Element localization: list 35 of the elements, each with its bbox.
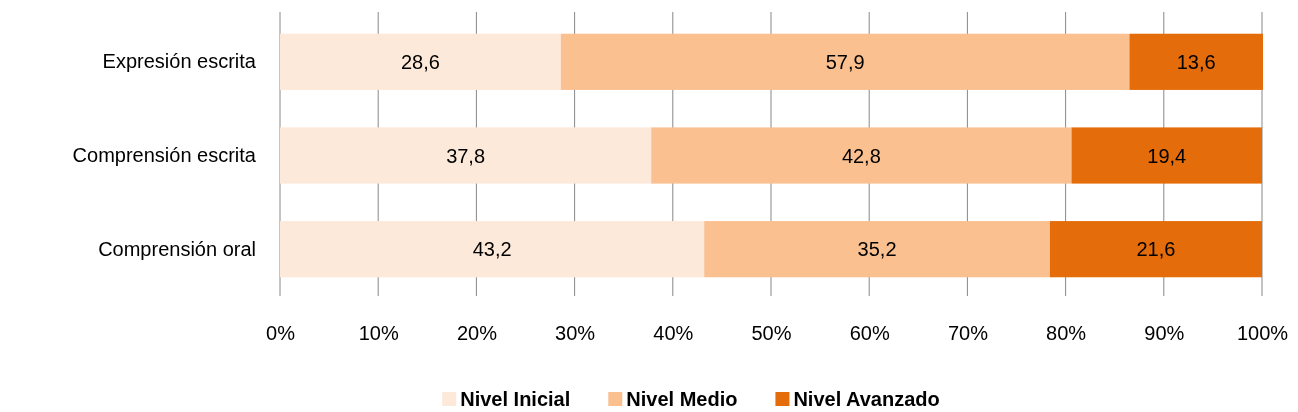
- x-tick-label: 40%: [653, 322, 694, 345]
- bar: [280, 33, 561, 90]
- y-tick-label: Expresión escrita: [102, 50, 257, 73]
- bar: [280, 127, 652, 184]
- bar: [1129, 33, 1263, 90]
- y-tick-label: Comprensión oral: [98, 237, 256, 260]
- x-tick-label: 80%: [1046, 322, 1087, 345]
- data-label: 13,6: [1176, 50, 1216, 73]
- x-tick-label: 90%: [1144, 322, 1185, 345]
- legend-label: Nivel Avanzado: [793, 388, 940, 410]
- data-label: 35,2: [857, 238, 897, 261]
- x-tick-label: 50%: [751, 322, 792, 345]
- x-tick-label: 0%: [266, 322, 296, 345]
- legend-label: Nivel Inicial: [460, 388, 571, 410]
- data-label: 28,6: [400, 50, 440, 73]
- bar: [651, 127, 1072, 184]
- x-tick-label: 20%: [456, 322, 498, 345]
- x-tick-label: 60%: [849, 322, 890, 345]
- data-label: 21,6: [1136, 238, 1176, 261]
- x-tick-label: 70%: [947, 322, 989, 345]
- bar: [1071, 127, 1262, 184]
- y-tick-label: Comprensión escrita: [72, 143, 257, 166]
- bar: [280, 221, 705, 278]
- bar: [1049, 221, 1262, 278]
- legend-label: Nivel Medio: [626, 388, 738, 410]
- data-label: 19,4: [1147, 144, 1187, 167]
- x-tick-label: 100%: [1236, 322, 1289, 345]
- data-label: 37,8: [446, 144, 486, 167]
- data-label: 42,8: [841, 144, 881, 167]
- x-tick-label: 10%: [358, 322, 399, 345]
- bar: [560, 33, 1130, 90]
- data-label: 43,2: [472, 238, 512, 261]
- data-label: 57,9: [825, 50, 865, 73]
- bar: [704, 221, 1050, 278]
- x-tick-label: 30%: [555, 322, 596, 345]
